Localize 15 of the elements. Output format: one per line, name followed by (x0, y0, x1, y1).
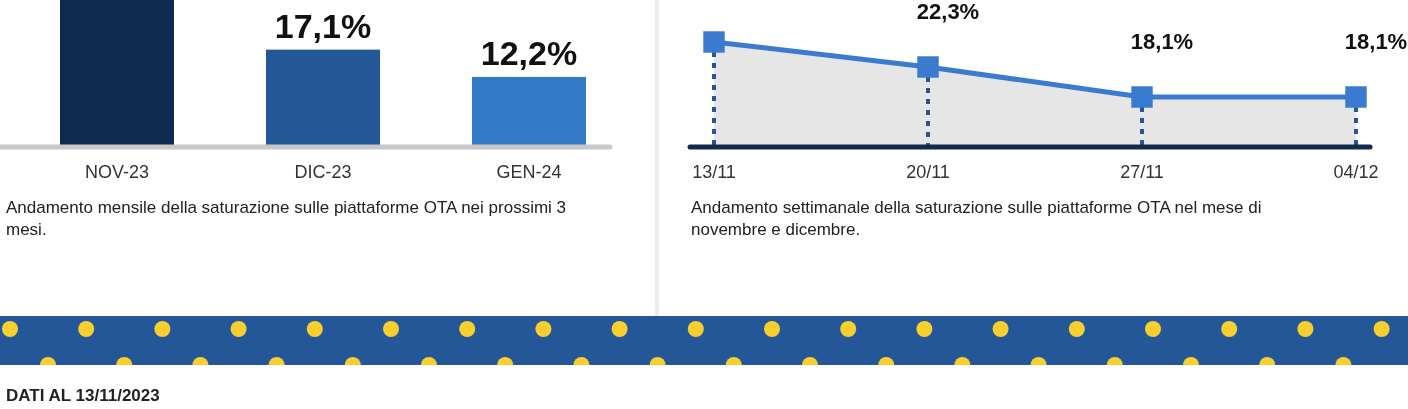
x-tick-label: NOV-23 (84, 162, 150, 182)
data-label: 22,3% (916, 0, 980, 24)
data-label: 18,1% (1130, 29, 1194, 54)
x-tick-label: GEN-24 (496, 162, 562, 182)
data-label: 17,1% (274, 6, 372, 45)
text: DATI AL 13/11/2023 (6, 385, 160, 407)
x-tick-label: 20/11 (906, 162, 950, 182)
text: Andamento mensile della saturazione sulle piattaforme OTA nei prossimi 3 mesi. (6, 197, 568, 241)
x-tick-label: 04/12 (1333, 162, 1379, 182)
annotation: Andamento settimanale della saturazione sulle piattaforme OTA nel mese di novembre e dicembre. (691, 197, 1263, 241)
data-label: 12,2% (480, 33, 578, 72)
x-tick-label: 13/11 (692, 162, 736, 182)
x-tick-label: 27/11 (1120, 162, 1164, 182)
data-label: 18,1% (1344, 29, 1408, 54)
x-tick-label: DIC-23 (294, 162, 352, 182)
